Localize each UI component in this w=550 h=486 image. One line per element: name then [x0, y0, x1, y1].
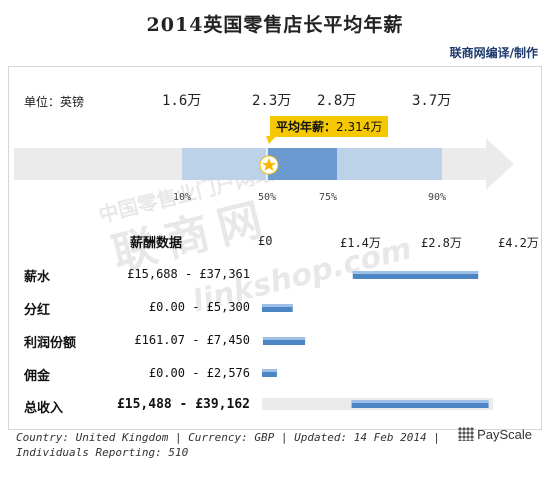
range-bars	[262, 271, 493, 410]
row-range: £161.07 - £7,450	[134, 333, 250, 347]
quantile-label: 1.6万	[162, 93, 202, 109]
percentile-range-50-75	[267, 148, 337, 180]
callout-pointer	[266, 136, 276, 144]
row-label: 分红	[24, 303, 51, 318]
percentile-label: 50%	[258, 192, 277, 203]
row-range: £0.00 - £2,576	[148, 366, 250, 380]
average-value: 2.314万	[336, 120, 383, 134]
unit-label: 单位：英镑	[24, 95, 85, 109]
range-bar	[262, 337, 306, 345]
payscale-dots-icon	[458, 427, 475, 441]
row-label: 利润份额	[24, 336, 77, 351]
footer-notes: Country: United Kingdom | Currency: GBP …	[16, 430, 446, 460]
axis-tick: £0	[258, 234, 273, 248]
credit-label: 联商网编译/制作	[449, 46, 538, 60]
quantile-label: 2.3万	[252, 93, 292, 109]
range-bar-highlight	[352, 271, 479, 274]
range-bar-highlight	[262, 304, 293, 307]
quantile-label: 2.8万	[317, 93, 357, 109]
percentile-label: 75%	[319, 192, 338, 203]
axis-tick: £4.2万	[498, 236, 539, 250]
range-bar	[262, 369, 277, 377]
row-label: 佣金	[24, 369, 51, 384]
percentile-label: 90%	[428, 192, 447, 203]
row-range: £0.00 - £5,300	[148, 300, 250, 314]
range-bar	[351, 400, 489, 408]
footer-line: Country: United Kingdom | Currency: GBP …	[16, 431, 440, 444]
row-label: 薪水	[24, 270, 51, 285]
chart-title: 2014英国零售店长平均年薪	[146, 14, 404, 36]
quantile-label: 3.7万	[412, 93, 452, 109]
percentile-label: 10%	[173, 192, 192, 203]
axis-tick: £1.4万	[340, 236, 381, 250]
average-star-icon	[259, 155, 279, 175]
compensation-header: 薪酬数据	[130, 236, 183, 251]
row-label: 总收入	[24, 401, 64, 416]
range-bar	[352, 271, 479, 279]
range-bar	[262, 304, 293, 312]
average-salary-callout: 平均年薪：2.314万	[270, 116, 389, 137]
logo-text: PayScale	[477, 427, 532, 442]
axis-tick: £2.8万	[421, 236, 462, 250]
average-label: 平均年薪：	[276, 120, 337, 134]
row-range: £15,688 - £37,361	[127, 267, 250, 281]
payscale-logo: PayScale	[458, 427, 532, 442]
range-bar-highlight	[262, 337, 306, 340]
range-bar-highlight	[262, 369, 277, 372]
row-range: £15,488 - £39,162	[116, 397, 250, 412]
range-bar-highlight	[351, 400, 489, 403]
footer-line: Individuals Reporting: 510	[16, 446, 189, 459]
